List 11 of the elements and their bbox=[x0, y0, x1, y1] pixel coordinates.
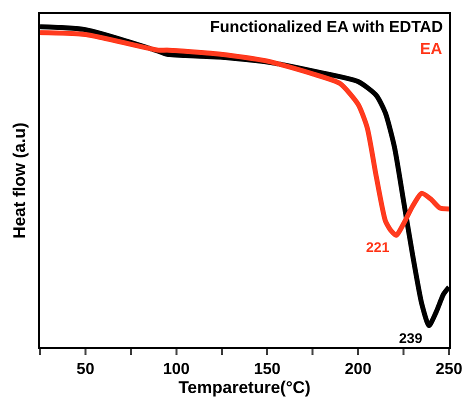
annotation: 239 bbox=[399, 330, 423, 346]
x-tick-label: 250 bbox=[436, 361, 462, 378]
x-tick-label: 150 bbox=[254, 361, 281, 378]
x-tick-label: 50 bbox=[76, 361, 94, 378]
x-tick-label: 200 bbox=[344, 361, 372, 378]
text: EA bbox=[420, 41, 443, 58]
x-axis-title: Tempareture(°C) bbox=[178, 378, 311, 398]
annotation: 221 bbox=[366, 239, 390, 255]
y-axis-title: Heat flow (a.u) bbox=[10, 122, 30, 239]
x-tick-label: 100 bbox=[162, 361, 190, 378]
series-label: Functionalized EA with EDTAD bbox=[210, 19, 443, 36]
